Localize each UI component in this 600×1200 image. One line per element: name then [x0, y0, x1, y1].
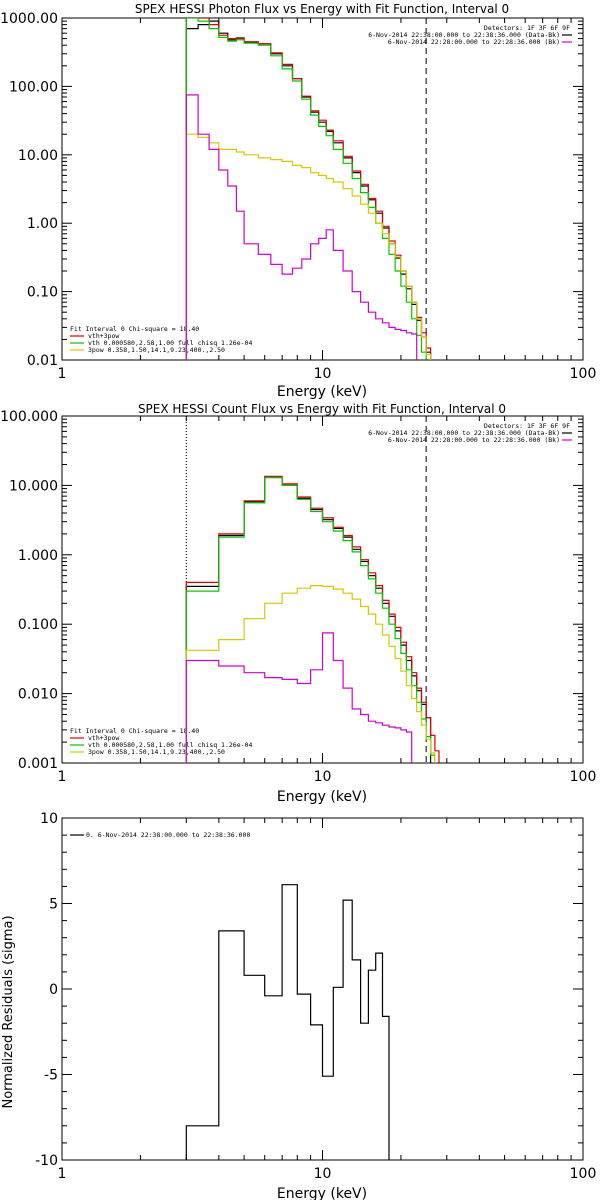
- x-axis: 1 10 100: [58, 818, 597, 1182]
- y-tick-label: 1.00: [27, 216, 58, 232]
- legend-entry: 3pow 0.358,1.50,14.1,9.23,400.,2.50: [88, 346, 225, 354]
- plot-frame: [61, 817, 584, 1161]
- series-bk: [185, 632, 413, 763]
- legend-entry: Detectors: 1F 3F 6F 9F: [484, 24, 570, 32]
- series-3pow: [185, 585, 436, 763]
- series-0: [185, 20, 432, 360]
- legend: Detectors: 1F 3F 6F 9F 6-Nov-2014 22:38:…: [368, 422, 570, 444]
- x-tick-label: 10: [314, 366, 332, 382]
- legend-entry: vth 0.000580,2.58,1.00 full chisq 1.26e-…: [88, 339, 252, 347]
- series-3pow: [185, 133, 432, 360]
- y-axis: 0.01 0.10 1.00 10.00 100.00 1000.00: [0, 11, 583, 369]
- y-axis: -10 -5 0 5 10: [35, 811, 583, 1169]
- y-tick-label: 100.000: [0, 409, 58, 425]
- legend-entry: vth+3pow: [88, 332, 119, 340]
- y-tick-label: 1.000: [18, 548, 58, 564]
- series-vth: [185, 18, 432, 360]
- series-vth-3pow: [185, 475, 440, 763]
- legend: 0. 6-Nov-2014 22:38:00.000 to 22:38:36.0…: [86, 831, 250, 839]
- plot-frame: [61, 415, 584, 764]
- series-bk: [185, 94, 418, 360]
- legend-entry: Fit Interval 0 Chi-square = 18.40: [70, 727, 199, 735]
- photon-flux-chart: SPEX HESSI Photon Flux vs Energy with Fi…: [0, 2, 596, 400]
- x-tick-label: 10: [314, 769, 332, 785]
- plot-frame: [61, 17, 584, 361]
- y-tick-label: 10.00: [18, 148, 58, 164]
- y-tick-label: -5: [44, 1068, 58, 1084]
- y-tick-label: 0.100: [18, 617, 58, 633]
- legend-entry: 0. 6-Nov-2014 22:38:00.000 to 22:38:36.0…: [86, 831, 250, 839]
- x-tick-label: 100: [570, 366, 597, 382]
- series-0: [185, 476, 432, 763]
- x-axis-label: Energy (keV): [277, 384, 367, 400]
- x-tick-label: 100: [570, 1166, 597, 1182]
- legend-entry: 6-Nov-2014 22:28:00.000 to 22:28:36.000 …: [388, 436, 560, 444]
- x-axis: 1 10 100: [58, 18, 597, 382]
- y-tick-label: 1000.00: [0, 11, 58, 27]
- x-tick-label: 1: [58, 1166, 67, 1182]
- legend-entry: 3pow 0.358,1.50,14.1,9.23,400.,2.50: [88, 748, 225, 756]
- y-tick-label: 0.01: [27, 353, 58, 369]
- y-tick-label: 0.010: [18, 687, 58, 703]
- legend-entry: 6-Nov-2014 22:38:00.000 to 22:38:36.000 …: [368, 429, 560, 437]
- y-tick-label: 5: [49, 897, 58, 913]
- y-axis: 0.001 0.010 0.100 1.000 10.000 100.000: [0, 409, 583, 772]
- legend-entry: Fit Interval 0 Chi-square = 18.40: [70, 325, 199, 333]
- y-axis-label: Normalized Residuals (sigma): [1, 915, 16, 1108]
- x-axis-label: Energy (keV): [277, 1186, 367, 1200]
- legend: Detectors: 1F 3F 6F 9F 6-Nov-2014 22:38:…: [368, 24, 570, 46]
- y-tick-label: 100.00: [9, 79, 58, 95]
- legend-entry: 6-Nov-2014 22:38:00.000 to 22:38:36.000 …: [368, 31, 560, 39]
- fit-legend: Fit Interval 0 Chi-square = 18.40 vth+3p…: [70, 325, 252, 354]
- count-flux-chart: SPEX HESSI Count Flux vs Energy with Fit…: [0, 402, 596, 805]
- y-tick-label: 10.000: [9, 478, 58, 494]
- y-tick-label: -10: [35, 1153, 58, 1169]
- legend-entry: Detectors: 1F 3F 6F 9F: [484, 422, 570, 430]
- series-vth-3pow: [185, 18, 436, 360]
- chart-title: SPEX HESSI Count Flux vs Energy with Fit…: [138, 402, 506, 416]
- y-tick-label: 0: [49, 982, 58, 998]
- legend-entry: 6-Nov-2014 22:28:00.000 to 22:28:36.000 …: [388, 38, 560, 46]
- y-tick-label: 0.001: [18, 756, 58, 772]
- y-tick-label: 0.10: [27, 285, 58, 301]
- series-vth: [185, 476, 436, 763]
- x-axis-label: Energy (keV): [277, 789, 367, 805]
- series-0: [185, 884, 390, 1160]
- x-axis: 1 10 100: [58, 416, 597, 785]
- residuals-chart: Normalized Residuals (sigma) Energy (keV…: [1, 811, 596, 1200]
- legend-entry: vth 0.000580,2.58,1.00 full chisq 1.26e-…: [88, 741, 252, 749]
- x-tick-label: 100: [570, 769, 597, 785]
- x-tick-label: 10: [314, 1166, 332, 1182]
- fit-legend: Fit Interval 0 Chi-square = 18.40 vth+3p…: [70, 727, 252, 756]
- x-tick-label: 1: [58, 366, 67, 382]
- x-tick-label: 1: [58, 769, 67, 785]
- chart-title: SPEX HESSI Photon Flux vs Energy with Fi…: [135, 2, 509, 16]
- y-tick-label: 10: [40, 811, 58, 827]
- legend-entry: vth+3pow: [88, 734, 119, 742]
